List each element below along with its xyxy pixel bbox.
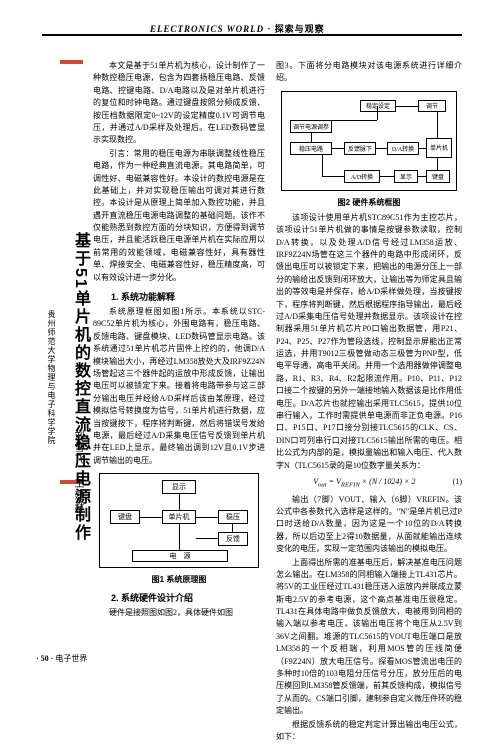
line <box>380 176 394 177</box>
fig2-b8: A/D转换 <box>344 170 380 183</box>
line <box>437 112 438 138</box>
right-para-2: 输出（7脚）VOUT、输入（6脚）VREFIN。该公式中各参数代入选样是这样的。… <box>276 494 462 556</box>
line <box>311 133 312 142</box>
line <box>179 524 180 550</box>
fig2-b10: 键盘 <box>426 170 450 183</box>
fig1-regulator-box: 稳压 <box>218 510 248 524</box>
page-number: · 50 · <box>36 654 53 663</box>
right-para-4: 根据反馈系统的稳定判定计算出输出电压公式，如下： <box>276 719 462 744</box>
intro-text: 常用的稳压电源为串联调整线性稳压电路，作为一种经典直流电源。其电路简单，可调性好… <box>93 149 265 282</box>
right-intro: 图3。下面将分电路模块对该电源系统进行详细介绍。 <box>276 60 462 85</box>
line <box>140 517 162 518</box>
line <box>377 106 378 120</box>
figure-1-diagram: 显示 键盘 单片机 稳压 反馈 电 源 <box>99 473 259 568</box>
fig2-b1: 调节电源调参 <box>290 120 332 133</box>
formula-number: (1) <box>453 477 462 486</box>
figure-2-caption: 图2 硬件系统框图 <box>276 197 462 208</box>
column-right: 图3。下面将分电路模块对该电源系统进行详细介绍。 调节电源调参 稳定设定 调节 … <box>276 60 462 744</box>
line <box>418 176 426 177</box>
fig2-b9: 显示 <box>394 170 418 183</box>
section-1-text: 系统原理框图如图1所示。本系统以STC-89C52单片机为核心，外围电路有，稳压… <box>93 306 265 467</box>
fig1-display-box: 显示 <box>162 480 196 494</box>
abstract: 本文是基于51单片机为核心，设计制作了一种数控稳压电源，包含为四套扬稳压电路、反… <box>93 60 265 147</box>
line <box>322 155 323 176</box>
fig1-mcu-box: 单片机 <box>162 510 196 524</box>
line <box>332 120 377 121</box>
formula-text: Vout = VREFIN × (N / 1024) × 2 <box>313 477 415 486</box>
journal-name: ELECTRONICS WORLD <box>150 24 264 34</box>
line <box>419 148 426 149</box>
fig2-b7: 单片机 <box>426 138 452 158</box>
footer-journal: 电子世界 <box>55 654 87 663</box>
fig1-psu-box: 电 源 <box>132 550 228 562</box>
line <box>322 176 344 177</box>
right-para-3: 上面得出所需的准基电压后，解决基准电压问题怎么输出。在LM358的同相输入端接上… <box>276 557 462 718</box>
fig2-b4: 稳压电路 <box>290 142 332 155</box>
line <box>196 517 218 518</box>
line <box>332 148 344 149</box>
accent-bar-top <box>60 60 83 64</box>
line <box>196 538 218 539</box>
section-2-title: 2. 系统硬件设计介绍 <box>93 591 265 604</box>
affiliation: 贵州师范大学物理与电子科学学院 <box>46 310 57 445</box>
right-para-1: 该项设计使用单片机STC89C51作为主控芯片，该项设计51单片机做的事情是按键… <box>276 212 462 472</box>
line <box>376 148 387 149</box>
line <box>179 494 180 510</box>
line <box>396 106 418 107</box>
figure-1-caption: 图1 系统原理图 <box>93 574 265 585</box>
section-name: · 探索与观察 <box>267 24 324 34</box>
authors: 刘雪飞 王建林 <box>70 430 85 514</box>
line <box>437 158 438 170</box>
section-2-text: 硬件是接照图如图2，具体硬件如图 <box>93 607 265 619</box>
fig1-keyboard-box: 键盘 <box>110 510 140 524</box>
footer: · 50 · 电子世界 <box>36 653 87 664</box>
line <box>232 524 233 532</box>
fig2-b5: 反馈脉下 <box>344 142 376 155</box>
header-title: ELECTRONICS WORLD · 探索与观察 <box>150 22 325 35</box>
formula-1: Vout = VREFIN × (N / 1024) × 2 (1) <box>276 477 462 489</box>
fig2-b2: 稳定设定 <box>360 100 396 112</box>
section-1-title: 1. 系统功能解释 <box>93 290 265 303</box>
intro-para: 引言：常用的稳压电源为串联调整线性稳压电路，作为一种经典直流电源。其电路简单，可… <box>93 148 265 284</box>
figure-2-diagram: 调节电源调参 稳定设定 调节 稳压电路 反馈脉下 D/A转换 单片机 A/D转换… <box>281 91 457 191</box>
fig1-feedback-box: 反馈 <box>218 532 248 546</box>
column-left: 本文是基于51单片机为核心，设计制作了一种数控稳压电源，包含为四套扬稳压电路、反… <box>93 60 265 621</box>
intro-title: 引言： <box>109 149 134 158</box>
fig2-b6: D/A转换 <box>387 142 419 155</box>
fig2-b3: 调节 <box>418 100 446 112</box>
